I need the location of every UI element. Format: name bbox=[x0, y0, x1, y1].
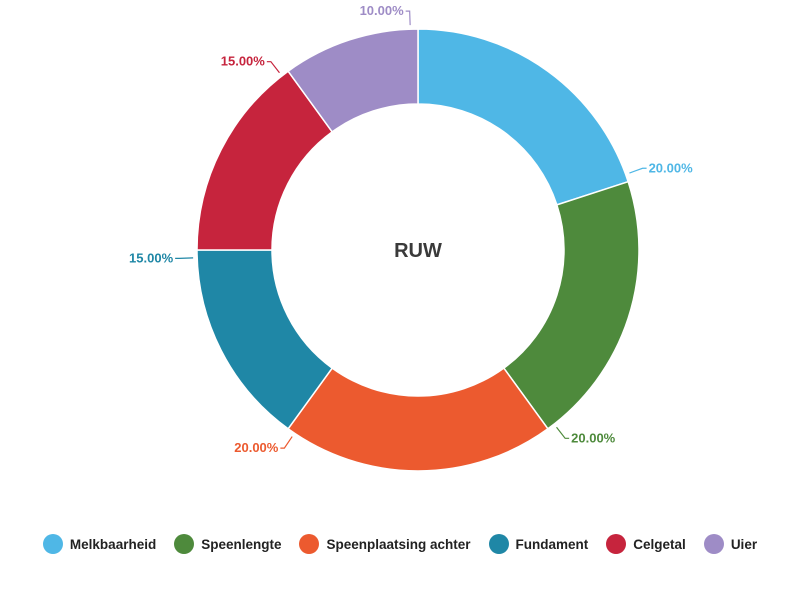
value-label-speenplaatsing-achter: 20.00% bbox=[234, 440, 279, 455]
legend-item-fundament[interactable]: Fundament bbox=[488, 534, 589, 554]
donut-slices bbox=[196, 28, 640, 472]
value-label-celgetal: 15.00% bbox=[221, 54, 266, 69]
legend-item-celgetal[interactable]: Celgetal bbox=[606, 534, 686, 554]
legend: Melkbaarheid Speenlengte Speenplaatsing ac… bbox=[0, 532, 800, 556]
slice-speenlengte bbox=[502, 180, 640, 430]
legend-item-melkbaarheid[interactable]: Melkbaarheid bbox=[42, 534, 157, 554]
legend-swatch-celgetal bbox=[606, 534, 627, 554]
legend-label-fundament: Fundament bbox=[515, 536, 589, 552]
legend-swatch-fundament bbox=[488, 534, 509, 554]
slice-speenplaatsing-achter bbox=[287, 367, 549, 472]
slice-uier bbox=[287, 28, 419, 133]
value-label-melkbaarheid: 20.00% bbox=[649, 160, 694, 175]
legend-label-uier: Uier bbox=[730, 536, 758, 552]
legend-item-speenplaatsing-achter[interactable]: Speenplaatsing achter bbox=[299, 534, 471, 554]
label-leaders bbox=[175, 10, 647, 449]
leader-celgetal bbox=[266, 61, 280, 74]
leader-speenplaatsing-achter bbox=[280, 436, 293, 449]
legend-label-celgetal: Celgetal bbox=[633, 536, 686, 552]
value-label-uier: 10.00% bbox=[360, 3, 405, 18]
slice-melkbaarheid bbox=[417, 28, 630, 206]
value-label-speenlengte: 20.00% bbox=[571, 430, 616, 445]
legend-swatch-speenlengte bbox=[174, 534, 195, 554]
legend-label-speenlengte: Speenlengte bbox=[201, 536, 282, 552]
value-labels: 20.00% 20.00% 20.00% 15.00% 15.00% 10.00% bbox=[129, 3, 693, 455]
legend-item-speenlengte[interactable]: Speenlengte bbox=[174, 534, 281, 554]
legend-swatch-melkbaarheid bbox=[42, 534, 63, 554]
leader-melkbaarheid bbox=[629, 167, 647, 174]
legend-label-speenplaatsing-achter: Speenplaatsing achter bbox=[326, 536, 471, 552]
legend-label-melkbaarheid: Melkbaarheid bbox=[69, 536, 157, 552]
legend-item-uier[interactable]: Uier bbox=[703, 534, 758, 554]
leader-speenlengte bbox=[556, 426, 570, 439]
center-label: RUW bbox=[394, 240, 442, 262]
legend-swatch-speenplaatsing-achter bbox=[299, 534, 320, 554]
leader-uier bbox=[405, 10, 411, 26]
value-label-fundament: 15.00% bbox=[129, 250, 174, 265]
legend-swatch-uier bbox=[703, 534, 724, 554]
